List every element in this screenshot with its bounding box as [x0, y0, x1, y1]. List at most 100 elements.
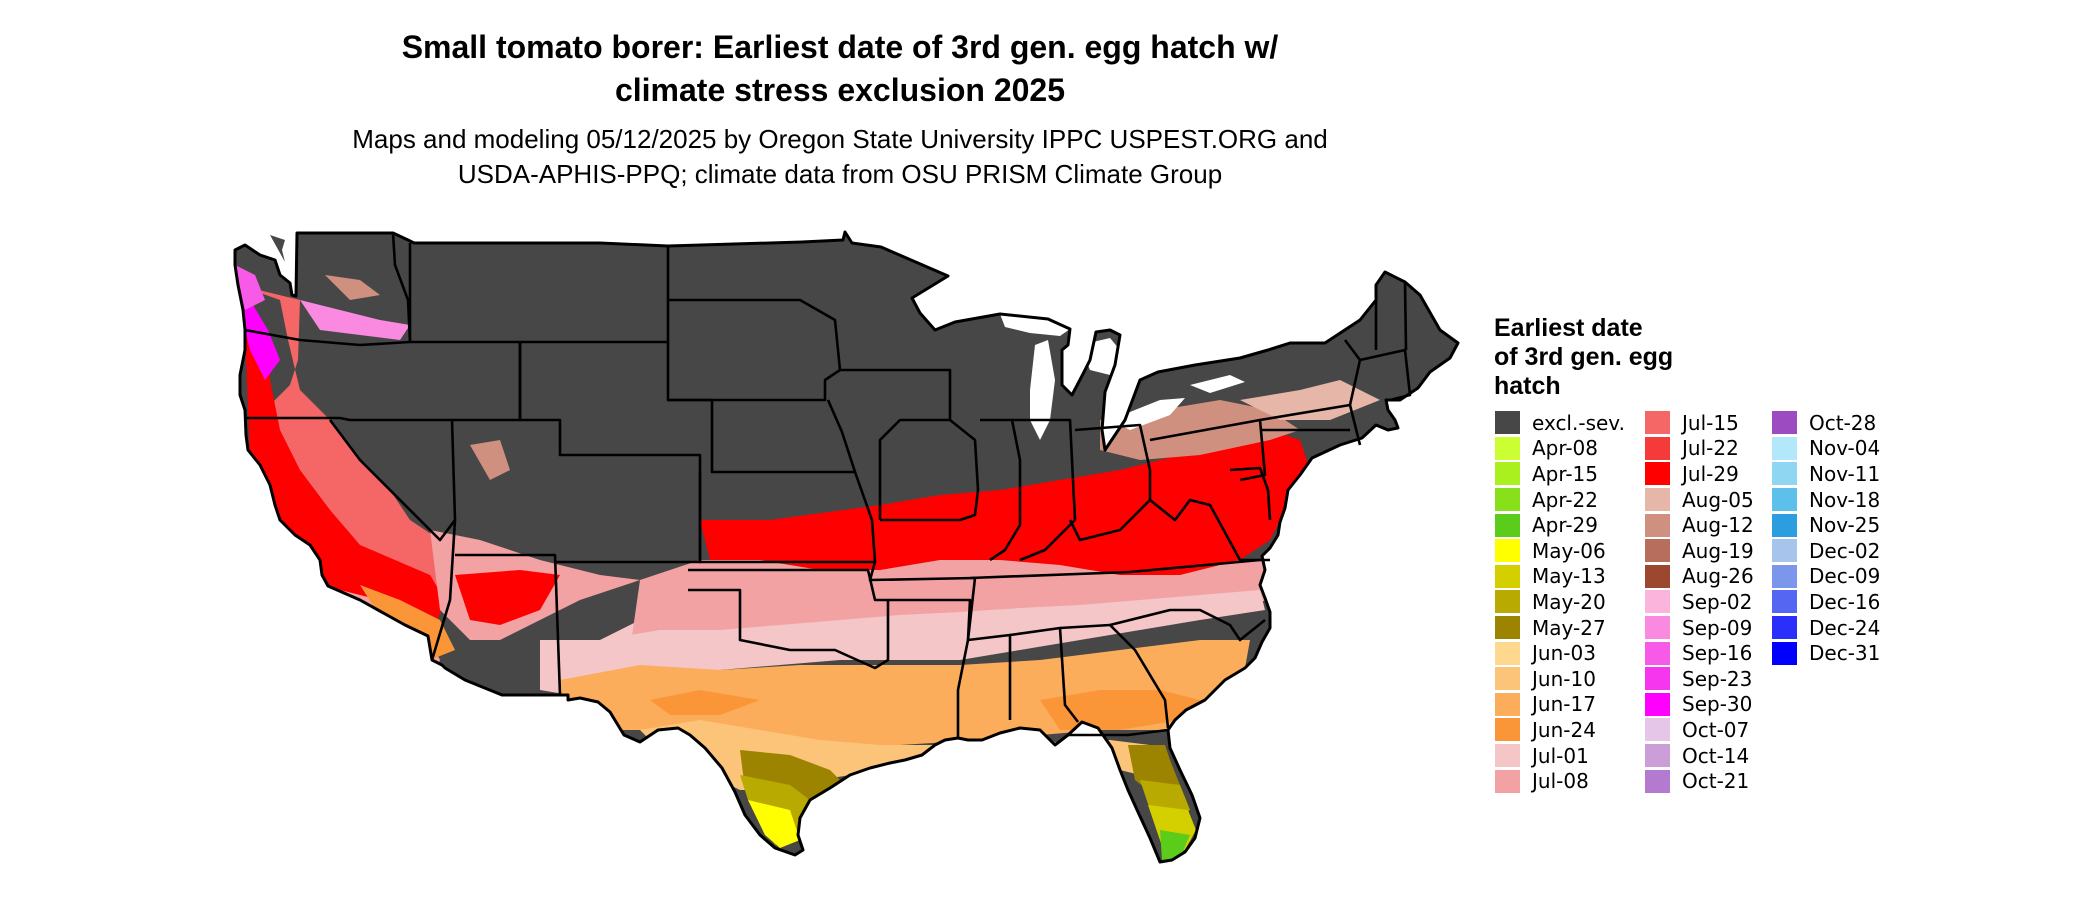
legend-item: Apr-22: [1495, 487, 1625, 513]
legend-item: May-20: [1495, 589, 1625, 615]
legend-item: Apr-08: [1495, 436, 1625, 462]
legend-swatch: [1645, 513, 1670, 537]
legend-label: Jul-22: [1682, 436, 1739, 461]
map-subtitle-line-1: Maps and modeling 05/12/2025 by Oregon S…: [352, 124, 1328, 154]
legend-label: Jun-24: [1532, 717, 1596, 742]
legend-label: Jul-01: [1532, 743, 1589, 768]
legend-item: Apr-29: [1495, 512, 1625, 538]
map-title-line-2: climate stress exclusion 2025: [614, 72, 1066, 108]
legend-label: Apr-22: [1532, 487, 1598, 512]
legend-item: Oct-07: [1645, 717, 1754, 743]
legend-swatch: [1645, 769, 1670, 793]
legend-item: Dec-24: [1772, 615, 1880, 641]
legend-label: May-20: [1532, 589, 1606, 614]
legend-label: Apr-29: [1532, 513, 1598, 538]
legend-title-line-1: Earliest date: [1494, 314, 1643, 342]
legend-swatch: [1495, 513, 1520, 537]
legend-item: Jul-08: [1495, 768, 1625, 794]
legend-item: Jul-29: [1645, 461, 1754, 487]
legend-label: Aug-05: [1682, 487, 1754, 512]
legend-item: Aug-12: [1645, 512, 1754, 538]
state-borders: [244, 232, 1412, 738]
legend-item: Nov-25: [1772, 512, 1880, 538]
legend-swatch: [1495, 667, 1520, 691]
legend-label: Aug-19: [1682, 538, 1754, 563]
legend-label: Apr-08: [1532, 436, 1598, 461]
legend-swatch: [1495, 718, 1520, 742]
legend-swatch: [1495, 590, 1520, 614]
legend-swatch: [1495, 616, 1520, 640]
legend-label: May-13: [1532, 564, 1606, 589]
legend-swatch: [1772, 436, 1797, 460]
legend-label: Jun-10: [1532, 666, 1596, 691]
legend-column-3: Oct-28 Nov-04 Nov-11 Nov-18 Nov-25 Dec-02 Dec-…: [1772, 410, 1880, 666]
legend-item: Oct-28: [1772, 410, 1880, 436]
legend-label: Jun-17: [1532, 692, 1596, 717]
legend-swatch: [1645, 564, 1670, 588]
legend-swatch: [1495, 411, 1520, 435]
legend-label: Dec-24: [1809, 615, 1881, 640]
legend-swatch: [1645, 462, 1670, 486]
legend-item: Nov-04: [1772, 436, 1880, 462]
legend-label: Nov-04: [1809, 436, 1881, 461]
legend-swatch: [1645, 616, 1670, 640]
legend-title-line-3: hatch: [1494, 372, 1561, 400]
legend-title: Earliest date of 3rd gen. egg hatch: [1494, 314, 1673, 401]
legend-label: Sep-30: [1682, 692, 1753, 717]
legend-label: Sep-16: [1682, 641, 1753, 666]
legend-label: May-27: [1532, 615, 1606, 640]
legend-label: Oct-28: [1809, 410, 1877, 435]
legend-column-1: excl.-sev. Apr-08 Apr-15 Apr-22 Apr-29 May-06…: [1495, 410, 1625, 794]
legend-item: excl.-sev.: [1495, 410, 1625, 436]
map-subtitle-line-2: USDA-APHIS-PPQ; climate data from OSU PR…: [457, 159, 1223, 189]
legend-label: Jul-15: [1682, 410, 1739, 435]
legend-swatch: [1495, 692, 1520, 716]
legend-label: Jul-29: [1682, 461, 1739, 486]
legend-swatch: [1645, 436, 1670, 460]
legend-swatch: [1495, 436, 1520, 460]
legend-swatch: [1495, 488, 1520, 512]
legend-label: Dec-31: [1809, 641, 1881, 666]
legend-label: Apr-15: [1532, 461, 1598, 486]
legend-swatch: [1772, 488, 1797, 512]
legend-label: Oct-07: [1682, 717, 1750, 742]
legend-title-line-2: of 3rd gen. egg: [1494, 343, 1674, 371]
legend-item: Sep-16: [1645, 640, 1754, 666]
legend-item: Sep-02: [1645, 589, 1754, 615]
legend-item: Aug-26: [1645, 564, 1754, 590]
legend-item: Apr-15: [1495, 461, 1625, 487]
legend-item: Dec-02: [1772, 538, 1880, 564]
legend-label: excl.-sev.: [1532, 410, 1625, 435]
legend-item: Jun-10: [1495, 666, 1625, 692]
legend-swatch: [1495, 744, 1520, 768]
legend-swatch: [1645, 641, 1670, 665]
map-title-line-1: Small tomato borer: Earliest date of 3rd…: [401, 29, 1279, 65]
legend-swatch: [1772, 462, 1797, 486]
legend-label: Sep-02: [1682, 589, 1753, 614]
legend-swatch: [1772, 616, 1797, 640]
legend-swatch: [1645, 539, 1670, 563]
legend-label: Nov-11: [1809, 461, 1881, 486]
legend-swatch: [1772, 564, 1797, 588]
legend-item: Sep-09: [1645, 615, 1754, 641]
legend-label: Oct-14: [1682, 743, 1750, 768]
legend-item: Jun-03: [1495, 640, 1625, 666]
legend-item: Nov-18: [1772, 487, 1880, 513]
legend-item: Jul-22: [1645, 436, 1754, 462]
legend-swatch: [1645, 488, 1670, 512]
legend-label: Oct-21: [1682, 769, 1750, 794]
legend-swatch: [1645, 744, 1670, 768]
legend-item: May-13: [1495, 564, 1625, 590]
legend-swatch: [1645, 411, 1670, 435]
legend-label: Dec-16: [1809, 589, 1881, 614]
legend-swatch: [1495, 641, 1520, 665]
legend-item: Oct-14: [1645, 743, 1754, 769]
legend-item: Oct-21: [1645, 768, 1754, 794]
legend-swatch: [1772, 513, 1797, 537]
legend-label: Aug-12: [1682, 513, 1754, 538]
legend-item: Dec-16: [1772, 589, 1880, 615]
legend-label: Nov-18: [1809, 487, 1881, 512]
hatch-date-zones: [235, 232, 1458, 862]
legend-item: Jul-15: [1645, 410, 1754, 436]
legend-item: Aug-19: [1645, 538, 1754, 564]
